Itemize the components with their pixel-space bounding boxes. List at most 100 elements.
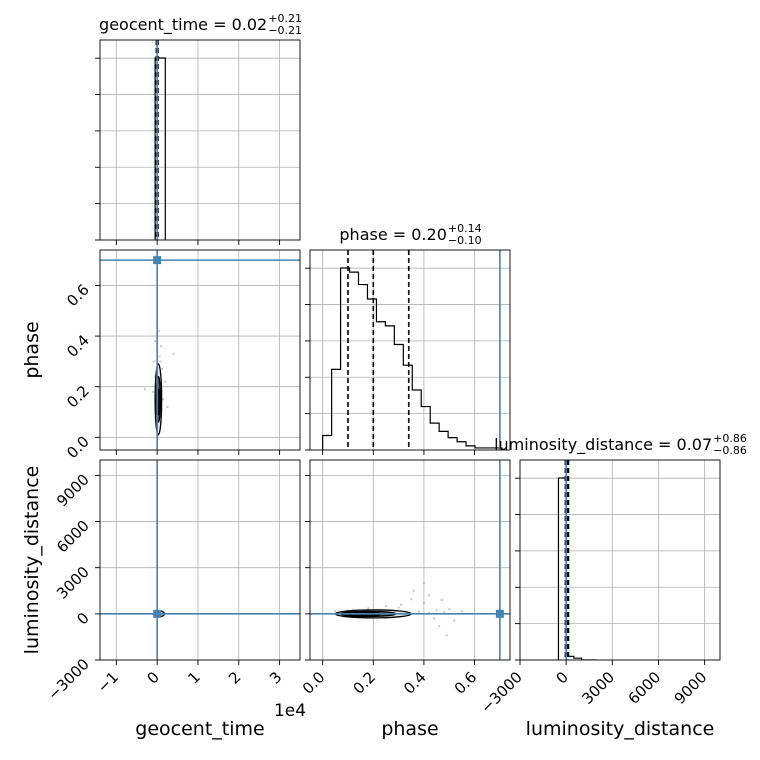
panel-geocent_time-geocent_time xyxy=(95,39,301,245)
panel-phase-luminosity_distance xyxy=(305,459,511,665)
y-tick-label: 9000 xyxy=(53,470,93,510)
title-sub: −0.86 xyxy=(713,444,747,457)
x-tick-label: 0.2 xyxy=(350,668,380,698)
y-tick-label: 0.6 xyxy=(63,281,93,311)
x-tick-label: 1 xyxy=(184,668,203,687)
scatter-point xyxy=(427,594,431,597)
scatter-point xyxy=(367,607,370,610)
panel-phase-phase xyxy=(305,249,511,455)
x-tick-label: 0.0 xyxy=(299,668,329,698)
title-main: luminosity_distance = 0.07 xyxy=(494,435,712,455)
y-tick-label: 6000 xyxy=(53,517,93,557)
y-tick-label: −3000 xyxy=(44,655,93,704)
scatter-point xyxy=(157,329,161,333)
corner-panels xyxy=(95,39,721,665)
scatter-point xyxy=(153,339,157,343)
scatter-point xyxy=(445,634,448,637)
scatter-geocent_time_vs_luminosity_distance xyxy=(100,460,300,660)
x-offset-text: 1e4 xyxy=(274,701,306,721)
corner-labels: −1 0 1 2 3 geocent_time 0.0 0.2 0.4 0.6 phase −3000… xyxy=(21,12,747,740)
y-tick-label: 0 xyxy=(73,609,92,628)
scatter-point xyxy=(160,367,164,371)
y-tick-label: 0.0 xyxy=(63,432,93,462)
histogram-step-luminosity_distance xyxy=(557,477,597,660)
x-tick-label: 0.4 xyxy=(400,668,430,698)
panel-geocent_time-phase xyxy=(95,249,301,455)
y-axis-label-phase: phase xyxy=(21,321,43,378)
title-main: geocent_time = 0.02 xyxy=(99,15,267,35)
x-axis-label-luminosity_distance: luminosity_distance xyxy=(526,718,715,740)
y-tick-label: 0.4 xyxy=(63,331,93,361)
x-tick-label: −3000 xyxy=(477,668,526,717)
panel-frame xyxy=(519,459,721,661)
y-tick-label: 3000 xyxy=(53,563,93,603)
panel-frame xyxy=(309,249,511,451)
truth-marker xyxy=(495,609,504,618)
x-tick-label: 6000 xyxy=(625,668,665,708)
title-sup: +0.21 xyxy=(268,12,302,25)
title-phase: phase = 0.20 +0.14−0.10 xyxy=(339,222,481,247)
scatter-point xyxy=(417,610,421,613)
scatter-point xyxy=(422,581,426,585)
truth-marker xyxy=(153,609,162,618)
title-sup: +0.86 xyxy=(713,432,747,445)
panel-frame xyxy=(99,39,301,241)
panel-luminosity_distance-luminosity_distance xyxy=(515,459,721,665)
scatter-point xyxy=(422,601,426,605)
y-axis-label-luminosity_distance: luminosity_distance xyxy=(21,466,43,655)
x-tick-label: 0 xyxy=(143,668,162,687)
scatter-point xyxy=(143,388,147,391)
scatter-point xyxy=(453,619,456,622)
scatter-point xyxy=(160,345,163,348)
scatter-point xyxy=(152,360,156,363)
panel-frame xyxy=(99,249,301,451)
scatter-geocent_time_vs_phase xyxy=(100,250,300,450)
title-main: phase = 0.20 xyxy=(339,225,446,244)
scatter-point xyxy=(442,610,446,614)
scatter-point xyxy=(162,398,165,401)
scatter-phase_vs_luminosity_distance xyxy=(310,460,510,660)
scatter-point xyxy=(159,360,162,363)
histogram-step-geocent_time xyxy=(154,57,166,240)
scatter-point xyxy=(410,598,413,601)
scatter-point xyxy=(448,608,451,611)
scatter-point xyxy=(158,355,161,358)
scatter-point xyxy=(384,604,388,608)
x-tick-label: 3 xyxy=(266,668,285,687)
histogram-geocent_time xyxy=(154,40,166,240)
scatter-point xyxy=(151,390,155,393)
x-tick-label: 0 xyxy=(553,668,572,687)
x-tick-label: −1 xyxy=(94,668,122,696)
scatter-point xyxy=(397,606,400,609)
scatter-point xyxy=(435,608,438,612)
scatter-point xyxy=(164,380,167,383)
x-tick-label: 9000 xyxy=(671,668,711,708)
x-axis-label-geocent_time: geocent_time xyxy=(135,718,264,740)
scatter-point xyxy=(412,589,415,592)
x-axis-label-phase: phase xyxy=(381,718,438,740)
scatter-point xyxy=(437,624,441,628)
histogram-luminosity_distance xyxy=(557,460,597,660)
title-sup: +0.14 xyxy=(448,222,482,235)
title-sub: −0.10 xyxy=(448,234,482,247)
histogram-phase xyxy=(322,250,503,450)
truth-marker xyxy=(153,256,162,265)
scatter-point xyxy=(460,610,464,613)
scatter-point xyxy=(334,609,337,613)
panel-geocent_time-luminosity_distance xyxy=(95,459,301,665)
histogram-step-phase xyxy=(322,267,503,450)
x-tick-label: 0.6 xyxy=(451,668,481,698)
title-sub: −0.21 xyxy=(268,24,302,37)
scatter-point xyxy=(440,598,443,602)
title-geocent_time: geocent_time = 0.02 +0.21−0.21 xyxy=(99,12,302,37)
scatter-point xyxy=(172,352,175,355)
scatter-point xyxy=(399,603,403,606)
scatter-point xyxy=(166,405,169,409)
title-luminosity_distance: luminosity_distance = 0.07 +0.86−0.86 xyxy=(494,432,747,457)
x-tick-label: 3000 xyxy=(578,668,618,708)
y-tick-label: 0.2 xyxy=(63,382,93,412)
x-tick-label: 2 xyxy=(225,668,244,687)
panel-frame xyxy=(99,459,301,661)
scatter-point xyxy=(432,617,436,620)
